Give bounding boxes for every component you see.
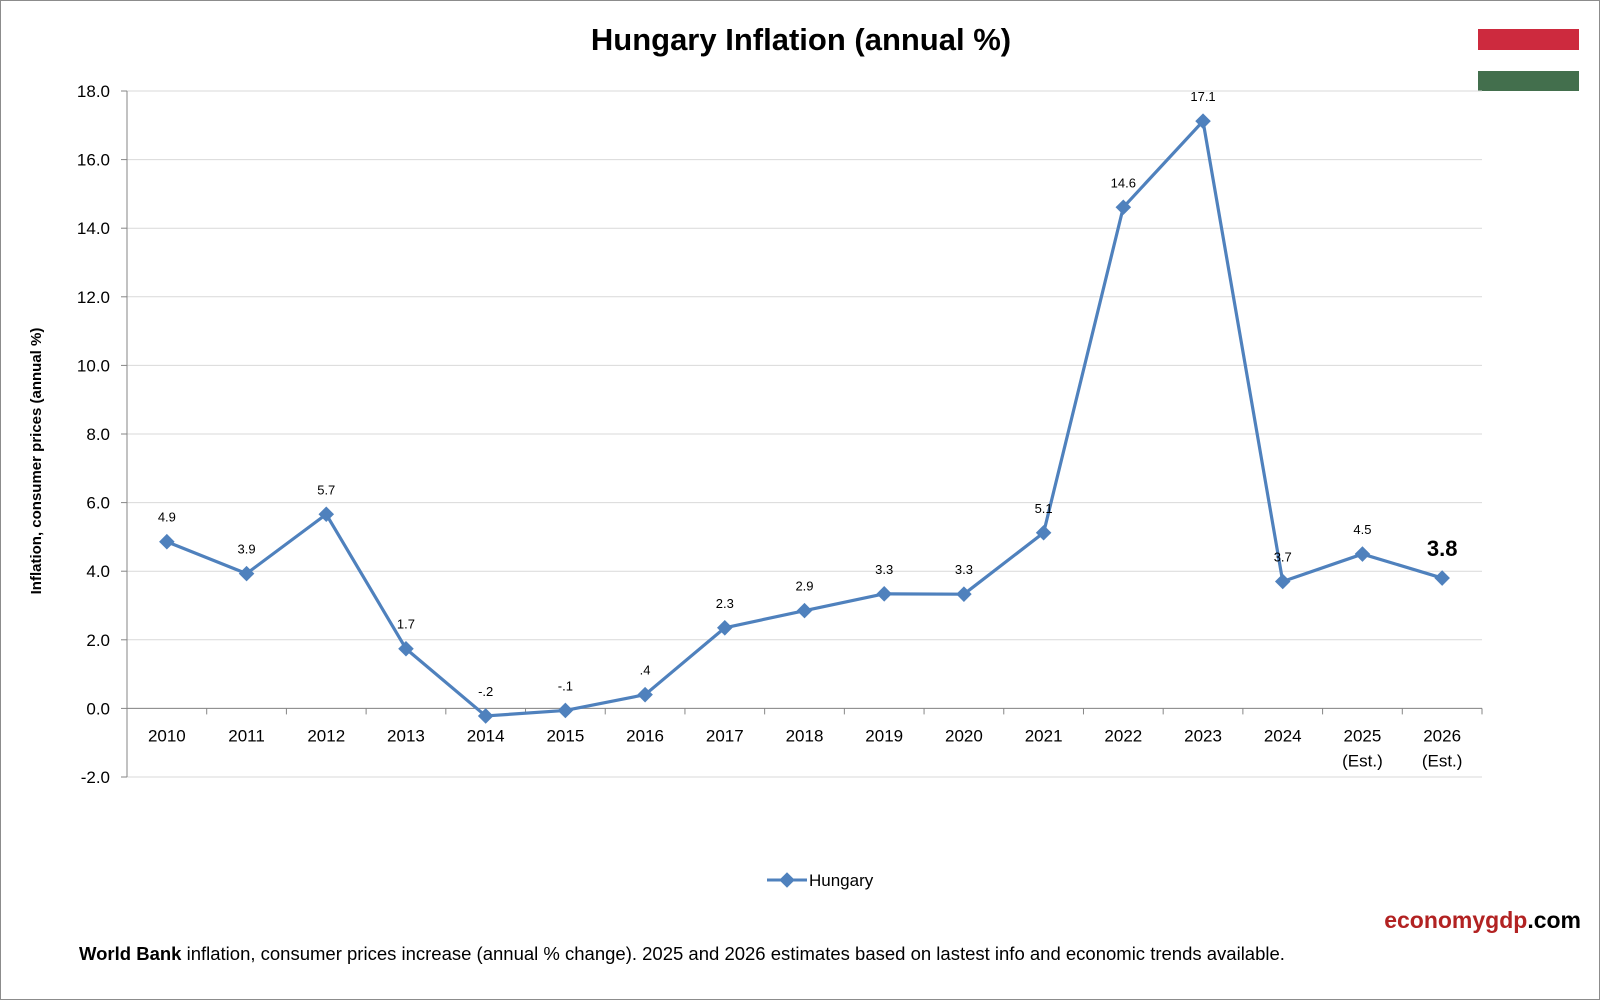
data-point-marker: [1434, 570, 1450, 586]
data-point-marker: [159, 533, 175, 550]
x-tick-label: 2016: [626, 726, 664, 745]
y-tick-label: 16.0: [77, 151, 110, 170]
series-line: [166, 119, 1443, 718]
x-tick-label: 2014: [467, 726, 505, 745]
data-point-marker: [1354, 546, 1371, 562]
data-point-marker: [876, 586, 892, 602]
data-label: 5.7: [317, 482, 335, 497]
data-point-marker: [1195, 113, 1211, 129]
y-tick-label: 12.0: [77, 288, 110, 307]
data-label: .4: [640, 663, 651, 678]
data-point-marker: [318, 506, 335, 523]
data-label: 1.7: [397, 617, 415, 632]
x-tick-label: 2022: [1104, 726, 1142, 745]
y-tick-label: 6.0: [86, 494, 110, 513]
chart-title: Hungary Inflation (annual %): [591, 22, 1011, 57]
data-label: 4.5: [1353, 522, 1371, 537]
y-tick-label: 18.0: [77, 82, 110, 101]
data-label: 17.1: [1190, 89, 1215, 104]
legend: Hungary: [767, 871, 874, 890]
y-tick-label: 0.0: [86, 699, 110, 718]
y-axis-ticks: -2.0 0.0 2.0 4.0 6.0 8.0 10.0 12.0 14.0 16.0 18.0: [77, 82, 110, 787]
data-point-marker: [238, 565, 255, 582]
legend-marker: [779, 872, 795, 888]
data-point-marker: [637, 686, 653, 703]
series-hungary: [159, 113, 1450, 724]
data-label: -.1: [558, 678, 573, 693]
y-axis-label: Inflation, consumer prices (annual %): [28, 328, 45, 595]
data-label: 4.9: [158, 510, 176, 525]
data-point-marker: [717, 620, 733, 636]
x-tick-sublabel: (Est.): [1422, 751, 1463, 770]
data-point-marker: [956, 586, 972, 602]
x-tick-label: 2015: [546, 726, 584, 745]
data-label: 5.1: [1035, 501, 1053, 516]
x-tick-label: 2011: [228, 726, 265, 745]
brand-watermark: economygdp.com: [1384, 907, 1581, 934]
y-tick-label: 8.0: [86, 425, 110, 444]
y-tick-label: -2.0: [81, 768, 110, 787]
footnote-source: World Bank: [79, 943, 182, 964]
data-point-marker: [557, 702, 574, 719]
data-label: -.2: [478, 684, 493, 699]
hungary-flag-icon: [1478, 29, 1579, 91]
data-label: 3.8: [1427, 536, 1458, 561]
x-tick-label: 2019: [865, 726, 903, 745]
y-tick-label: 2.0: [86, 631, 110, 650]
x-tick-label: 2013: [387, 726, 425, 745]
x-axis-ticks: 2010 2011 2012 2013 2014 2015 2016 2017 2018 2019…: [148, 726, 1463, 770]
legend-label-hungary: Hungary: [809, 871, 874, 890]
data-label: 2.9: [795, 579, 813, 594]
data-label: 3.3: [955, 562, 973, 577]
x-tick-sublabel: (Est.): [1342, 751, 1383, 770]
data-point-marker: [1115, 199, 1132, 216]
brand-part1: economygdp: [1384, 907, 1528, 933]
data-labels: 4.9 3.9 5.7 1.7 -.2 -.1 .4 2.3 2.9 3.3 3.3 5.1 14.6 1…: [158, 89, 1458, 699]
footnote: World Bank inflation, consumer prices in…: [79, 943, 1285, 965]
x-tick-label: 2012: [307, 726, 345, 745]
footnote-text: inflation, consumer prices increase (ann…: [181, 943, 1285, 964]
x-tick-label: 2026: [1423, 726, 1461, 745]
x-tick-label: 2024: [1264, 726, 1302, 745]
data-label: 3.3: [875, 562, 893, 577]
data-point-marker: [796, 602, 813, 619]
data-label: 14.6: [1111, 175, 1136, 190]
x-tick-label: 2025: [1344, 726, 1382, 745]
data-label: 3.7: [1274, 549, 1292, 564]
x-tick-label: 2023: [1184, 726, 1222, 745]
data-point-marker: [1035, 525, 1052, 541]
x-tick-label: 2010: [148, 726, 186, 745]
x-tick-label: 2020: [945, 726, 983, 745]
axes: [121, 90, 1483, 778]
y-tick-label: 14.0: [77, 219, 110, 238]
x-tick-label: 2017: [706, 726, 744, 745]
y-tick-label: 10.0: [77, 356, 110, 375]
data-point-marker: [1274, 573, 1291, 590]
gridlines: [127, 90, 1482, 778]
data-label: 2.3: [716, 596, 734, 611]
x-tick-label: 2018: [786, 726, 824, 745]
y-tick-label: 4.0: [86, 562, 110, 581]
brand-part2: .com: [1527, 907, 1581, 933]
data-label: 3.9: [238, 542, 256, 557]
x-tick-label: 2021: [1025, 726, 1063, 745]
